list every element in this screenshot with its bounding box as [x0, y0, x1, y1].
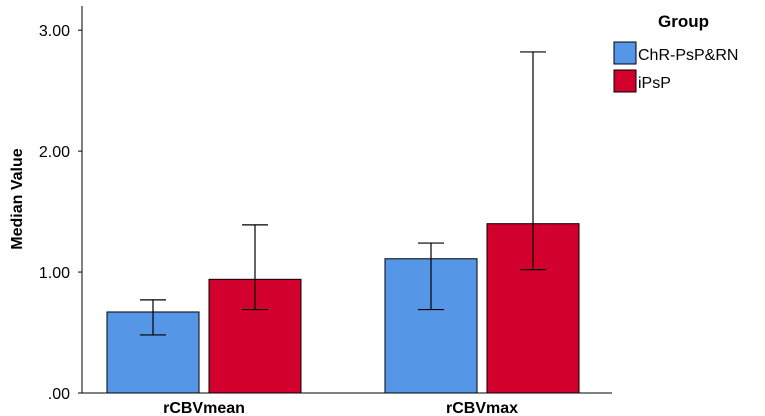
x-category-group: rCBVmean rCBVmax	[163, 400, 518, 416]
x-category-label: rCBVmean	[163, 400, 245, 416]
error-bar-group	[140, 51, 546, 336]
y-tick-label: 2.00	[39, 144, 70, 161]
y-tick-group: .00 1.00 2.00 3.00	[39, 23, 82, 403]
legend-label: ChR-PsP&RN	[638, 47, 738, 64]
y-axis-title: Median Value	[9, 148, 26, 249]
legend-title: Group	[658, 12, 709, 31]
y-tick-label: .00	[48, 386, 70, 403]
x-category-label: rCBVmax	[446, 400, 518, 416]
y-tick-label: 1.00	[39, 265, 70, 282]
bar-group	[106, 223, 580, 394]
y-tick-label: 3.00	[39, 23, 70, 40]
legend-swatch	[613, 69, 637, 93]
legend: Group ChR-PsP&RN iPsP	[613, 12, 738, 93]
legend-label: iPsP	[638, 75, 671, 92]
legend-swatch	[613, 41, 637, 65]
